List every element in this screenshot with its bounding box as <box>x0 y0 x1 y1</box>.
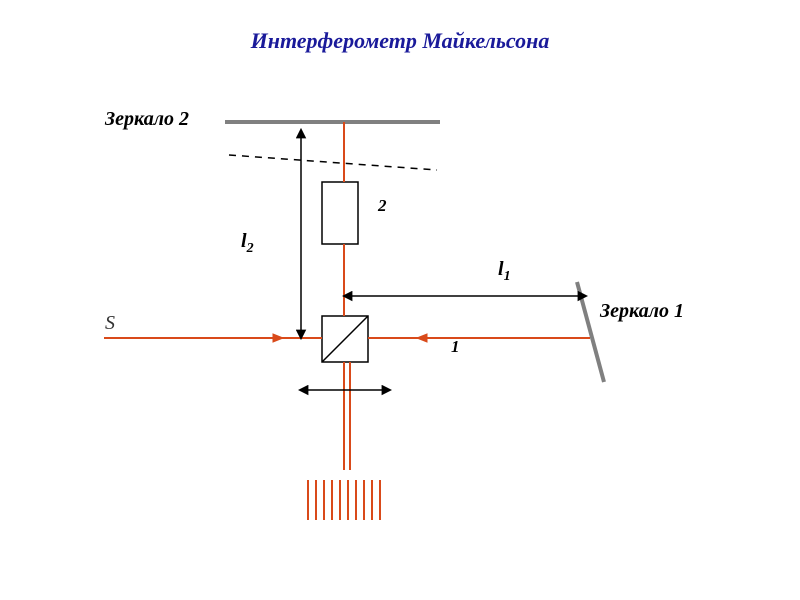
page-title: Интерферометр Майкельсона <box>0 28 800 54</box>
compensator-plate <box>322 182 358 244</box>
l2-sub: 2 <box>247 241 254 256</box>
label-source: S <box>105 312 115 335</box>
label-ray-1: 1 <box>451 337 460 357</box>
label-l1: l1 <box>498 258 511 285</box>
label-mirror-2: Зеркало 2 <box>105 108 189 131</box>
mirror-1 <box>577 282 604 382</box>
label-l2: l2 <box>241 230 254 257</box>
virtual-mirror <box>229 155 437 170</box>
l1-sub: 1 <box>504 269 511 284</box>
label-mirror-1: Зеркало 1 <box>600 300 684 323</box>
label-ray-2: 2 <box>378 196 387 216</box>
